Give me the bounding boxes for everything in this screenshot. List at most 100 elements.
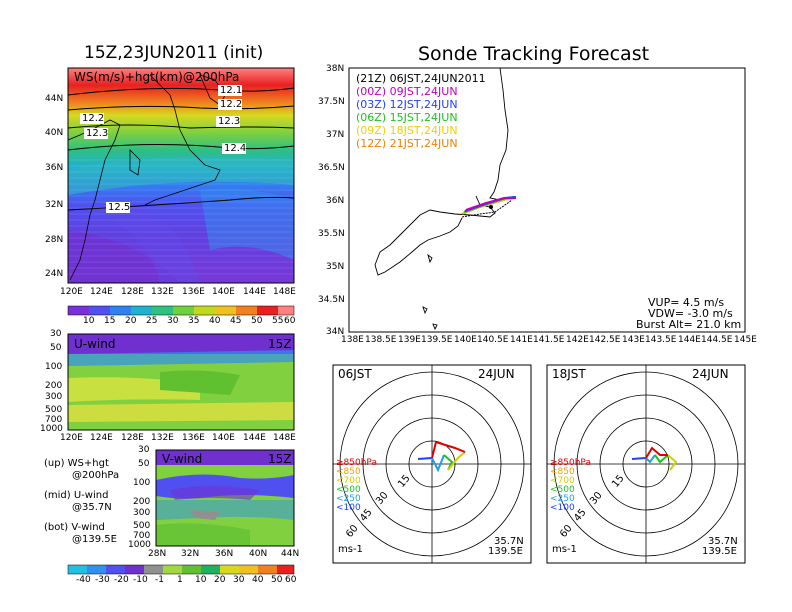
colorbar-label: -40 [76,575,91,585]
colorbar-label: 20 [214,575,226,585]
contour-label: 12.1 [220,85,243,96]
track-legend-item: (12Z) 21JST,24JUN [356,137,458,150]
legend-bot-2: @139.5E [72,534,117,545]
ws-colorbar [67,305,295,316]
lon-tick: 142E [566,335,589,345]
lat-tick: 32N [45,200,64,210]
level-label: <700 [550,476,575,486]
hodo-lat: 35.7N [708,536,738,547]
lat-tick: 34.5N [318,295,345,305]
colorbar-label: 60 [285,575,297,585]
lon-tick: 128E [121,287,144,297]
v-wind-panel [155,449,295,547]
track-legend-item: (21Z) 06JST,24JUN2011 [356,72,486,85]
lon-tick: 144.5E [701,335,733,345]
level-label: ≥850hPa [550,458,591,468]
vdw-text: VDW= -3.0 m/s [648,307,733,320]
ws-map-label: WS(m/s)+hgt(km)@200hPa [74,70,240,84]
colorbar-label: 55 [272,316,284,326]
contour-label: 12.2 [82,113,105,124]
lat-tick: 32N [181,549,200,559]
hodograph-1 [332,364,532,564]
lat-tick: 35.5N [318,229,345,239]
lon-tick: 140E [212,287,235,297]
contour-label: 12.5 [108,202,131,213]
p-tick: 500 [45,405,63,415]
p-tick: 30 [138,445,150,455]
track-legend-item: (00Z) 09JST,24JUN [356,85,458,98]
level-label: <250 [336,494,361,504]
colorbar-label: 45 [230,316,242,326]
hodo-lat: 35.7N [494,536,524,547]
lon-tick: 144E [243,287,266,297]
lon-tick: 141.5E [533,335,565,345]
level-label: <250 [550,494,575,504]
lon-tick: 141E [510,335,533,345]
colorbar-label: 10 [83,316,95,326]
lon-tick: 132E [151,433,174,443]
lat-tick: 37N [326,130,345,140]
colorbar-label: -1 [155,575,164,585]
lon-tick: 128E [121,433,144,443]
left-title: 15Z,23JUN2011 (init) [84,43,264,63]
hodo-lon: 139.5E [702,546,737,557]
lat-tick: 35N [326,262,345,272]
p-tick: 200 [133,497,151,507]
legend-bot-1: (bot) V-wind [44,522,105,533]
p-tick: 100 [133,478,151,488]
lat-tick: 28N [45,235,64,245]
lat-tick: 24N [45,269,64,279]
lon-tick: 144E [243,433,266,443]
colorbar-label: 35 [188,316,200,326]
colorbar-label: 20 [125,316,137,326]
contour-label: 12.4 [224,143,247,154]
lon-tick: 124E [90,287,113,297]
colorbar-label: 50 [251,316,263,326]
hodo-date: 24JUN [478,367,515,381]
lat-tick: 38N [326,64,345,74]
contour-label: 12.2 [220,99,243,110]
hodo-unit: ms-1 [552,544,577,555]
legend-mid-2: @35.7N [72,502,112,513]
contour-label: 12.3 [218,116,241,127]
colorbar-label: 50 [271,575,283,585]
lon-tick: 120E [60,433,83,443]
p-tick: 1000 [128,540,151,550]
hodograph-2 [546,364,746,564]
p-tick: 200 [45,381,63,391]
lat-tick: 36.5N [318,163,345,173]
lon-tick: 132E [151,287,174,297]
lon-tick: 140E [212,433,235,443]
legend-up-1: (up) WS+hgt [44,458,109,469]
wind-colorbar [67,564,295,575]
contour-label-boxes [80,85,246,213]
level-label: <850 [336,467,361,477]
colorbar-label: 15 [104,316,116,326]
colorbar-label: 10 [195,575,207,585]
lon-tick: 120E [60,287,83,297]
burst-text: Burst Alt= 21.0 km [636,318,742,331]
p-tick: 50 [50,343,62,353]
lat-tick: 44N [281,549,300,559]
ws-map [67,67,295,284]
lon-tick: 136E [182,433,205,443]
contour-label: 12.3 [86,128,109,139]
legend-up-2: @200hPa [72,470,120,481]
p-tick: 700 [45,415,63,425]
colorbar-label: 30 [167,316,179,326]
lon-tick: 140E [454,335,477,345]
u-wind-panel [67,333,295,431]
lon-tick: 143.5E [645,335,677,345]
lat-tick: 34N [326,327,345,337]
lon-tick: 139.5E [421,335,453,345]
colorbar-label: -30 [95,575,110,585]
level-label: <850 [550,467,575,477]
colorbar-label: -20 [114,575,129,585]
p-tick: 300 [133,508,151,518]
lon-tick: 139E [398,335,421,345]
lon-tick: 138.5E [365,335,397,345]
hodo-time: 18JST [552,367,586,381]
u-wind-time: 15Z [268,337,292,351]
lon-tick: 142.5E [589,335,621,345]
